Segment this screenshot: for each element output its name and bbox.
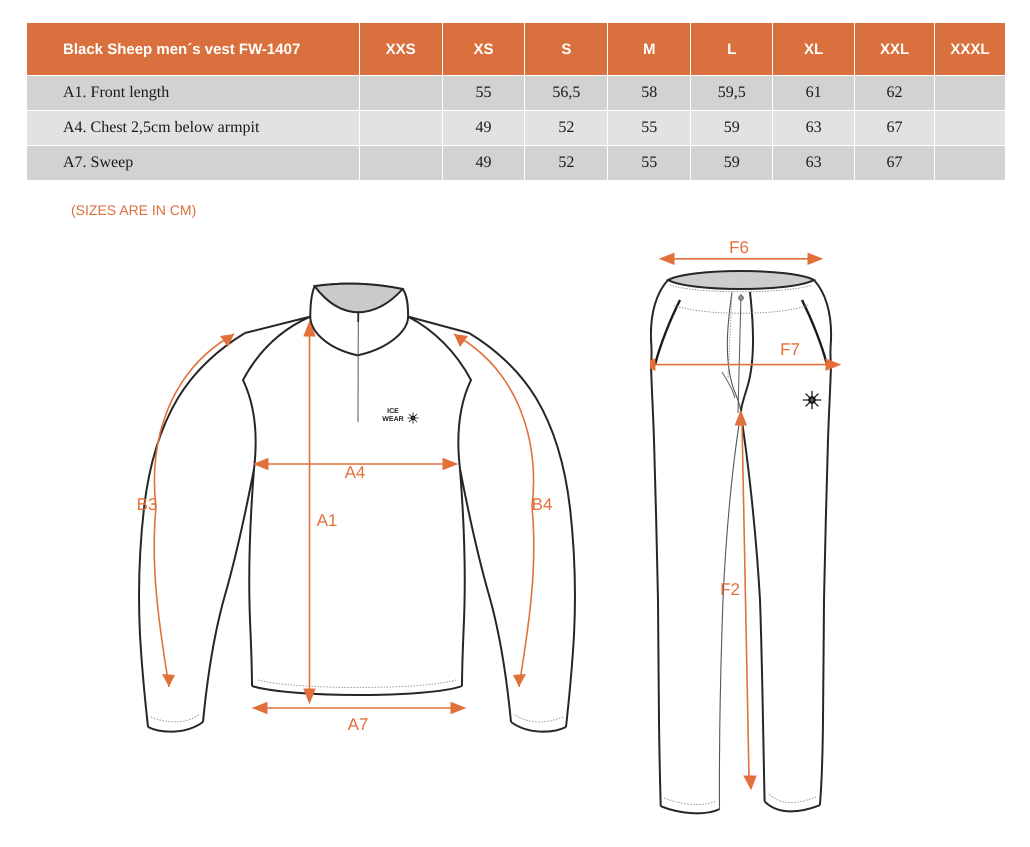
svg-text:F6: F6 <box>729 238 749 257</box>
svg-text:F2: F2 <box>720 580 740 599</box>
svg-text:F7: F7 <box>780 340 800 359</box>
svg-text:B4: B4 <box>532 495 553 514</box>
svg-text:B3: B3 <box>137 495 158 514</box>
svg-text:A7: A7 <box>348 715 369 734</box>
svg-text:A4: A4 <box>345 463 366 482</box>
svg-text:A1: A1 <box>317 511 338 530</box>
